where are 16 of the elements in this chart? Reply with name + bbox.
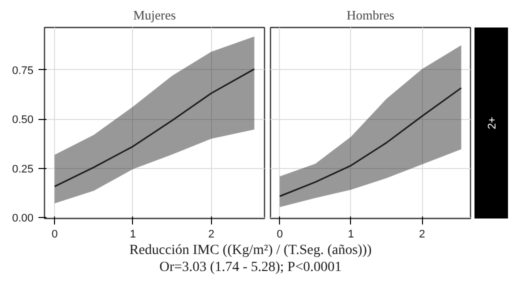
- text: Or=3.03 (1.74 - 5.28); P<0.0001: [159, 260, 342, 275]
- text: 2+: [486, 116, 498, 130]
- line-series: [54, 68, 256, 188]
- y-tick-label: 0.25: [12, 163, 34, 176]
- x-tick-label: 2: [208, 228, 214, 240]
- x-tick-label: 1: [130, 228, 136, 240]
- chart-title: Mujeres: [133, 8, 176, 22]
- x-tick-label: 2: [419, 228, 426, 240]
- x-tick-label: 1: [348, 228, 354, 240]
- y-tick-label: 0.00: [12, 212, 34, 225]
- x-tick-label: 0: [276, 228, 283, 240]
- x-axis-title: Reducción IMC ((Kg/m²) / (T.Seg. (años))): [129, 243, 372, 258]
- x-tick-label: 0: [52, 228, 58, 240]
- y-tick-label: 0.50: [12, 114, 34, 126]
- chart-title: Hombres: [346, 8, 394, 22]
- y-tick-label: 0.75: [12, 64, 34, 77]
